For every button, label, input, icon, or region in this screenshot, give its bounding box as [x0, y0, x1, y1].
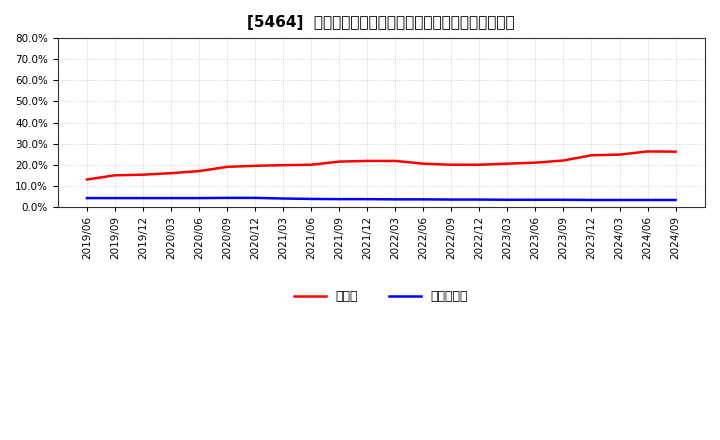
- 有利子負債: [139, 195, 148, 201]
- 有利子負債: [335, 197, 343, 202]
- 現頲金: [419, 161, 428, 166]
- 有利子負債: [615, 198, 624, 203]
- 有利子負債: [671, 198, 680, 203]
- 現頲金: [307, 162, 315, 167]
- 有利子負債: [643, 198, 652, 203]
- 有利子負債: [531, 197, 540, 202]
- 有利子負債: [475, 197, 484, 202]
- 有利子負債: [111, 195, 120, 201]
- 現頲金: [559, 158, 568, 163]
- 現頲金: [503, 161, 512, 166]
- 現頲金: [222, 164, 231, 169]
- 現頲金: [615, 152, 624, 157]
- 現頲金: [588, 153, 596, 158]
- 有利子負債: [363, 197, 372, 202]
- 有利子負債: [167, 195, 176, 201]
- Legend: 現頲金, 有利子負債: 現頲金, 有利子負債: [288, 284, 474, 310]
- 有利子負債: [279, 196, 287, 201]
- 有利子負債: [222, 195, 231, 201]
- 有利子負債: [195, 195, 204, 201]
- 有利子負債: [559, 197, 568, 202]
- 現頲金: [671, 149, 680, 154]
- 現頲金: [251, 163, 259, 169]
- 有利子負債: [447, 197, 456, 202]
- 有利子負債: [588, 198, 596, 203]
- Line: 現頲金: 現頲金: [87, 151, 675, 180]
- 有利子負債: [307, 196, 315, 202]
- 有利子負債: [503, 197, 512, 202]
- Title: [5464]  現頲金、有利子負債の総資産に対する比率の推移: [5464] 現頲金、有利子負債の総資産に対する比率の推移: [248, 15, 515, 30]
- Line: 有利子負債: 有利子負債: [87, 198, 675, 200]
- 有利子負債: [251, 195, 259, 201]
- 現頲金: [279, 162, 287, 168]
- 現頲金: [531, 160, 540, 165]
- 有利子負債: [83, 195, 91, 201]
- 現頲金: [447, 162, 456, 167]
- 有利子負債: [391, 197, 400, 202]
- 有利子負債: [419, 197, 428, 202]
- 現頲金: [167, 171, 176, 176]
- 現頲金: [391, 158, 400, 164]
- 現頲金: [335, 159, 343, 164]
- 現頲金: [83, 177, 91, 182]
- 現頲金: [475, 162, 484, 167]
- 現頲金: [195, 169, 204, 174]
- 現頲金: [643, 149, 652, 154]
- 現頲金: [363, 158, 372, 164]
- 現頲金: [139, 172, 148, 177]
- 現頲金: [111, 172, 120, 178]
